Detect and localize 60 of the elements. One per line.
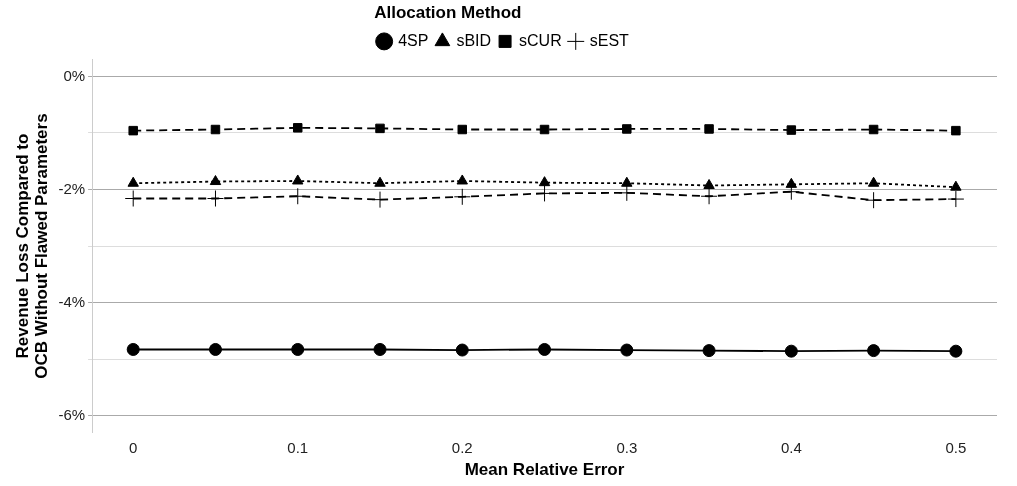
point (784, 344, 798, 358)
point (539, 124, 550, 135)
point (456, 174, 468, 185)
point (127, 176, 139, 187)
point (786, 125, 797, 135)
x-axis-title: Mean Relative Error (464, 460, 625, 480)
x-tick-label: 0.5 (945, 438, 967, 456)
point (124, 190, 142, 207)
point (704, 124, 714, 134)
legend-title: Allocation Method (374, 3, 522, 23)
point (868, 124, 879, 135)
point (702, 344, 716, 358)
point (785, 177, 798, 188)
point (289, 187, 307, 205)
point (536, 184, 554, 202)
point (453, 188, 471, 206)
point (373, 342, 387, 356)
point (209, 175, 222, 186)
y-axis-title: Revenue Loss Compared to OCB Without Flawed Parameters (13, 113, 51, 379)
y-tick-label: -4% (58, 292, 86, 310)
point (703, 179, 715, 189)
point (292, 174, 304, 185)
x-tick-label: 0.1 (287, 438, 309, 456)
legend-label: sBID (456, 31, 492, 49)
y-tick-label: -2% (58, 179, 86, 197)
y-tick-label: -6% (58, 405, 86, 423)
point (622, 124, 632, 134)
point (128, 125, 138, 136)
point (620, 343, 634, 357)
point (950, 180, 962, 191)
point (621, 176, 633, 187)
point (206, 190, 224, 207)
legend-label: sEST (589, 31, 630, 49)
point (867, 344, 881, 358)
point (700, 187, 718, 205)
x-tick-label: 0.3 (616, 438, 638, 456)
x-tick-label: 0.4 (780, 438, 802, 456)
y-tick-label: 0% (63, 66, 86, 84)
legend-label: sCUR (519, 31, 562, 49)
point (457, 124, 468, 135)
point (208, 342, 222, 356)
point (455, 343, 469, 357)
x-tick-label: 0 (129, 438, 138, 456)
point (371, 191, 389, 209)
point (538, 176, 551, 187)
point (293, 123, 303, 133)
point (210, 124, 221, 135)
point (867, 176, 880, 187)
point (126, 342, 140, 356)
point (951, 125, 961, 136)
legend-label: 4SP (398, 31, 429, 49)
point (949, 344, 963, 358)
point (375, 123, 385, 134)
point (374, 176, 386, 187)
point (538, 342, 552, 356)
point (947, 190, 965, 208)
point (291, 342, 305, 356)
point (865, 191, 883, 209)
x-tick-label: 0.2 (451, 438, 473, 456)
point (618, 184, 636, 202)
